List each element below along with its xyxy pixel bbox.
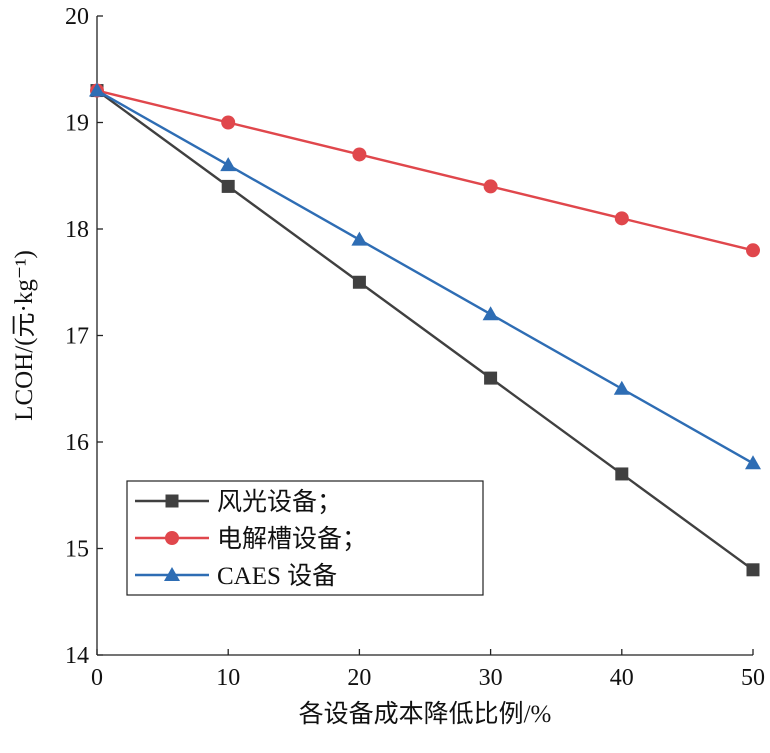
y-tick-label: 16 — [65, 430, 89, 456]
data-point — [352, 275, 366, 289]
data-point — [745, 455, 761, 470]
data-point — [351, 231, 368, 246]
series-line — [96, 89, 754, 252]
data-point — [220, 157, 237, 172]
x-tick-label: 10 — [216, 665, 240, 691]
series-line — [96, 89, 754, 571]
data-point — [614, 211, 629, 226]
series-circle — [90, 83, 760, 258]
data-point — [746, 243, 760, 258]
x-tick-label: 30 — [479, 665, 503, 691]
series-triangle — [89, 82, 761, 470]
legend: 风光设备； 电解槽设备； CAES 设备 — [126, 480, 484, 596]
y-tick-label: 14 — [65, 643, 89, 669]
data-point — [615, 467, 629, 481]
data-point — [483, 179, 498, 194]
y-tick-label: 18 — [65, 217, 89, 243]
legend-label: 电解槽设备； — [217, 525, 367, 553]
data-point — [482, 306, 499, 321]
data-point — [613, 380, 630, 395]
series-line — [96, 89, 754, 465]
data-point — [89, 82, 105, 97]
legend-label: 风光设备； — [217, 488, 342, 516]
data-point — [484, 371, 498, 385]
tick-marks: 14 15 16 17 18 19 20 0 10 20 30 40 50 — [65, 4, 765, 691]
legend-marker — [164, 567, 180, 581]
y-tick-label: 15 — [65, 537, 89, 563]
legend-marker — [165, 494, 179, 508]
series-square — [90, 84, 760, 577]
x-tick-label: 40 — [610, 665, 634, 691]
data-point — [221, 115, 236, 130]
series-layer — [89, 82, 761, 577]
y-axis-label: LCOH/(元·kg⁻¹) — [11, 250, 38, 421]
y-tick-label: 20 — [65, 4, 89, 30]
data-point — [221, 179, 235, 193]
legend-entry: 风光设备； — [135, 488, 342, 516]
y-tick-label: 17 — [65, 324, 89, 350]
x-tick-label: 0 — [91, 665, 103, 691]
legend-entry: CAES 设备 — [135, 562, 337, 590]
legend-label: CAES 设备 — [217, 562, 337, 590]
legend-marker — [165, 531, 179, 545]
y-tick-label: 19 — [65, 111, 89, 137]
data-point — [746, 563, 760, 577]
legend-entry: 电解槽设备； — [135, 525, 367, 553]
x-axis-label: 各设备成本降低比例/% — [299, 700, 552, 728]
x-tick-label: 50 — [741, 665, 765, 691]
data-point — [352, 147, 367, 162]
x-tick-label: 20 — [347, 665, 371, 691]
